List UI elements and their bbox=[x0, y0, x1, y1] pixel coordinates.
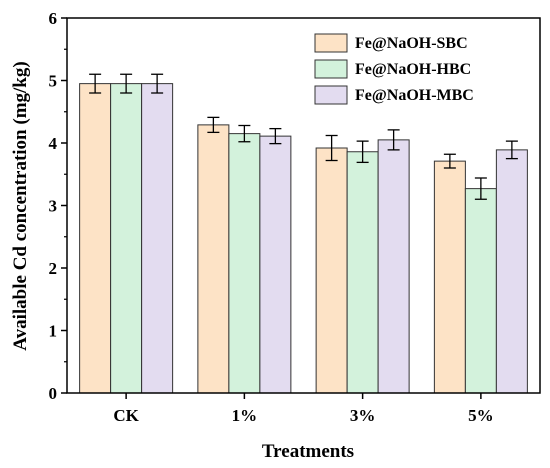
bar-3-4 bbox=[496, 150, 527, 393]
y-tick-label: 1 bbox=[49, 322, 58, 341]
bar-1-3 bbox=[316, 148, 347, 393]
bar-3-3 bbox=[378, 140, 409, 393]
bar-3-2 bbox=[260, 136, 291, 393]
legend: Fe@NaOH-SBC Fe@NaOH-HBC Fe@NaOH-MBC bbox=[315, 34, 474, 104]
bar-1-1 bbox=[80, 84, 111, 393]
y-axis-label: Available Cd concentration (mg/kg) bbox=[10, 61, 31, 350]
legend-swatch-3 bbox=[315, 86, 347, 104]
legend-label-1: Fe@NaOH-SBC bbox=[355, 35, 468, 52]
bar-2-3 bbox=[347, 152, 378, 393]
bar-1-4 bbox=[434, 161, 465, 393]
legend-label-3: Fe@NaOH-MBC bbox=[355, 87, 474, 104]
bar-3-1 bbox=[142, 84, 173, 393]
y-tick-label: 3 bbox=[49, 197, 58, 216]
x-tick-label: 3% bbox=[350, 406, 376, 425]
y-tick-label: 0 bbox=[49, 384, 58, 403]
bar-2-1 bbox=[111, 84, 142, 393]
x-tick-label: CK bbox=[113, 406, 139, 425]
bar-2-4 bbox=[465, 189, 496, 393]
bar-1-2 bbox=[198, 125, 229, 393]
x-tick-label: 1% bbox=[232, 406, 258, 425]
legend-swatch-1 bbox=[315, 34, 347, 52]
legend-swatch-2 bbox=[315, 60, 347, 78]
y-tick-label: 2 bbox=[49, 259, 58, 278]
x-axis-label: Treatments bbox=[262, 441, 354, 462]
y-tick-label: 4 bbox=[49, 134, 58, 153]
y-tick-label: 6 bbox=[49, 9, 58, 28]
legend-label-2: Fe@NaOH-HBC bbox=[355, 61, 471, 78]
bar-2-2 bbox=[229, 134, 260, 393]
x-tick-label: 5% bbox=[468, 406, 494, 425]
y-tick-label: 5 bbox=[49, 72, 58, 91]
